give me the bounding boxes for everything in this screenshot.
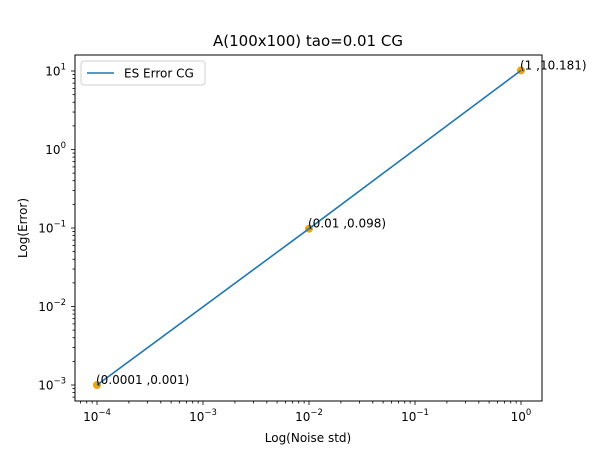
legend-box — [80, 60, 206, 86]
x-tick-label: 10−4 — [83, 408, 111, 424]
y-tick-label: 10−1 — [38, 220, 66, 236]
x-tick-label: 10−1 — [401, 408, 429, 424]
minor-ticks — [72, 74, 517, 404]
legend: ES Error CG — [80, 60, 206, 86]
x-tick-label: 10−2 — [295, 408, 323, 424]
legend-label: ES Error CG — [124, 67, 194, 81]
x-tick-label: 10−3 — [189, 408, 217, 424]
data-point-label: (0.0001 ,0.001) — [96, 373, 189, 387]
chart-title: A(100x100) tao=0.01 CG — [213, 32, 403, 50]
x-axis-label: Log(Noise std) — [265, 431, 351, 445]
y-tick-label: 10−3 — [38, 377, 66, 393]
y-tick-label: 10−2 — [38, 298, 66, 314]
y-tick-label: 100 — [45, 141, 66, 157]
data-point-label: (1 ,10.181) — [520, 58, 587, 72]
y-axis-label: Log(Error) — [16, 198, 30, 258]
major-ticks — [71, 70, 522, 405]
series-line-es-error-cg — [96, 69, 522, 386]
y-tick-label: 101 — [45, 63, 66, 79]
x-tick-label: 100 — [511, 408, 532, 424]
data-point-label: (0.01 ,0.098) — [308, 217, 386, 231]
y-tick-labels: 101 100 10−1 10−2 10−3 — [38, 63, 66, 393]
x-tick-labels: 10−4 10−3 10−2 10−1 100 — [83, 408, 531, 424]
point-annotations: (0.0001 ,0.001) (0.01 ,0.098) (1 ,10.181) — [96, 58, 587, 387]
